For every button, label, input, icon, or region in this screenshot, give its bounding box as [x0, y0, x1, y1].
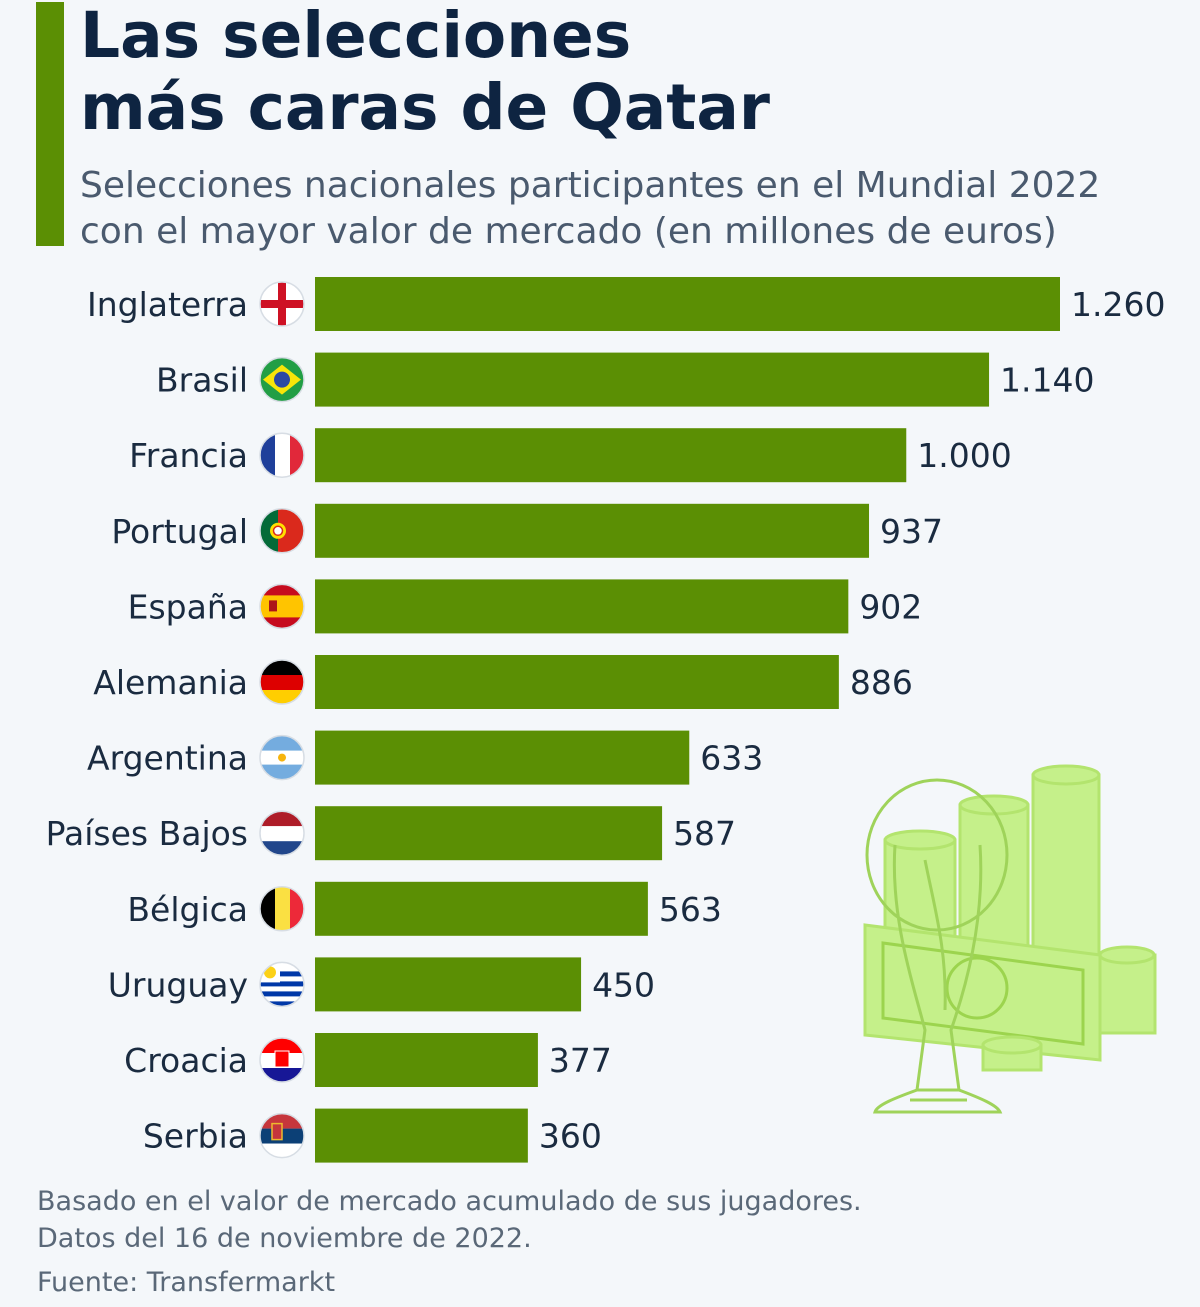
bar-france — [315, 428, 907, 483]
bar-chart: Inglaterra 1.260 Brasil 1.140 Francia 1.000 Po… — [46, 277, 1165, 1163]
category-label: Serbia — [143, 1117, 248, 1156]
spain-flag-icon — [260, 584, 304, 629]
category-label: Argentina — [87, 739, 248, 778]
brazil-flag-icon — [260, 357, 304, 402]
category-label: Países Bajos — [46, 814, 248, 853]
category-label: Francia — [129, 436, 248, 475]
bar-england — [315, 277, 1060, 331]
bar-serbia — [315, 1108, 528, 1163]
footnote-date: Datos del 16 de noviembre de 2022. — [37, 1223, 532, 1254]
bar-spain — [315, 579, 849, 634]
category-label: Brasil — [156, 361, 248, 400]
bar-croatia — [315, 1033, 538, 1087]
value-label: 377 — [549, 1041, 612, 1080]
value-label: 450 — [592, 965, 655, 1004]
category-label: Inglaterra — [87, 285, 248, 324]
chart-title: Las selecciones más caras de Qatar — [80, 0, 1160, 144]
uruguay-flag-icon — [260, 962, 304, 1007]
bar-netherlands — [315, 806, 663, 861]
value-label: 587 — [673, 814, 736, 853]
subtitle-line-1: Selecciones nacionales participantes en … — [80, 165, 1101, 206]
bar-argentina — [315, 730, 690, 785]
source-note: Fuente: Transfermarkt — [37, 1267, 336, 1298]
bar-uruguay — [315, 957, 582, 1012]
category-label: Portugal — [111, 512, 248, 551]
value-label: 633 — [700, 739, 763, 778]
footnote-basis: Basado en el valor de mercado acumulado … — [37, 1186, 862, 1217]
category-label: Alemania — [93, 663, 248, 702]
argentina-flag-icon — [260, 735, 304, 780]
value-label: 360 — [539, 1117, 602, 1156]
trophy-money-illustration-icon — [863, 764, 1157, 1114]
category-label: España — [128, 587, 248, 626]
title-line-2: más caras de Qatar — [80, 71, 770, 144]
bar-belgium — [315, 881, 648, 936]
value-label: 937 — [880, 512, 943, 551]
england-flag-icon — [260, 282, 304, 326]
accent-bar — [36, 2, 64, 246]
chart-subtitle: Selecciones nacionales participantes en … — [80, 163, 1180, 255]
subtitle-line-2: con el mayor valor de mercado (en millon… — [80, 211, 1057, 252]
value-label: 1.000 — [917, 436, 1011, 475]
category-label: Croacia — [124, 1041, 248, 1080]
bar-germany — [315, 655, 839, 709]
value-label: 886 — [850, 663, 913, 702]
bar-brazil — [315, 352, 990, 407]
value-label: 1.140 — [1000, 361, 1094, 400]
category-label: Uruguay — [108, 965, 248, 1004]
value-label: 902 — [859, 587, 922, 626]
category-label: Bélgica — [127, 890, 248, 929]
value-label: 1.260 — [1071, 285, 1165, 324]
value-label: 563 — [659, 890, 722, 929]
title-line-1: Las selecciones — [80, 0, 632, 72]
bar-portugal — [315, 503, 870, 558]
